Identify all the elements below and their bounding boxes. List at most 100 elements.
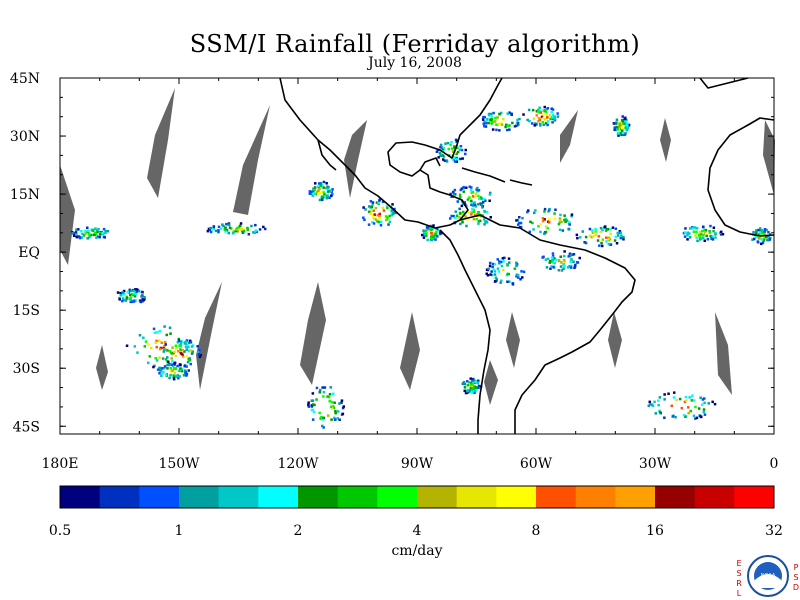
rain-pixel: [531, 108, 535, 112]
rain-pixel: [542, 116, 545, 120]
rain-pixel: [707, 402, 710, 405]
rain-pixel: [474, 205, 477, 208]
rain-pixel: [75, 233, 78, 236]
rain-pixel: [559, 265, 563, 268]
rain-pixel: [121, 291, 124, 294]
rainfall-areas: [71, 105, 772, 429]
colorbar-swatch: [377, 486, 418, 508]
rain-pixel: [338, 418, 341, 421]
rain-pixel: [376, 220, 379, 223]
rain-pixel: [551, 252, 555, 255]
rain-pixel: [319, 184, 322, 187]
rain-pixel: [313, 192, 316, 195]
rain-pixel: [576, 261, 580, 264]
rain-pixel: [699, 233, 703, 236]
colorbar-tick-label: 1: [175, 523, 184, 539]
rain-pixel: [493, 280, 497, 283]
rain-pixel: [122, 289, 126, 293]
rain-pixel: [680, 406, 684, 410]
colorbar-swatch: [218, 486, 259, 508]
rain-pixel: [693, 226, 696, 229]
rain-pixel: [180, 340, 184, 343]
rain-pixel: [566, 266, 570, 269]
rain-pixel: [503, 256, 506, 260]
rain-pixel: [319, 191, 322, 195]
rain-pixel: [558, 217, 562, 220]
rain-pixel: [322, 426, 325, 429]
rain-pixel: [459, 222, 462, 226]
rain-pixel: [179, 363, 182, 367]
rain-pixel: [186, 344, 189, 347]
rain-pixel: [155, 359, 159, 362]
rain-pixel: [435, 230, 438, 234]
rain-pixel: [534, 209, 537, 212]
rain-pixel: [326, 194, 329, 197]
rain-pixel: [663, 393, 666, 396]
rain-pixel: [710, 237, 713, 240]
rain-pixel: [129, 293, 132, 297]
rain-pixel: [492, 262, 495, 266]
rain-pixel: [440, 146, 443, 150]
rain-pixel: [554, 208, 557, 211]
rain-pixel: [533, 211, 536, 215]
rain-pixel: [593, 231, 596, 234]
rain-pixel: [648, 400, 651, 404]
rain-pixel: [341, 406, 345, 410]
rain-pixel: [563, 250, 566, 253]
rain-pixel: [320, 416, 323, 419]
rain-pixel: [469, 377, 472, 380]
rain-pixel: [166, 349, 169, 352]
rain-pixel: [611, 226, 615, 229]
rain-pixel: [709, 224, 712, 228]
colorbar-swatch: [258, 486, 299, 508]
rain-pixel: [471, 207, 474, 211]
rain-pixel: [77, 228, 80, 231]
rain-pixel: [493, 120, 497, 123]
colorbar-swatch: [655, 486, 696, 508]
rain-pixel: [129, 299, 132, 302]
rain-pixel: [197, 352, 201, 356]
rain-pixel: [702, 225, 705, 228]
rain-pixel: [573, 265, 577, 268]
rain-pixel: [468, 389, 471, 392]
rain-pixel: [325, 196, 329, 200]
swath: [400, 312, 420, 390]
rain-pixel: [329, 405, 333, 409]
rain-pixel: [528, 230, 531, 234]
rain-pixel: [567, 220, 571, 224]
rain-pixel: [563, 214, 566, 217]
rain-pixel: [164, 373, 168, 377]
rain-pixel: [459, 145, 463, 148]
rain-pixel: [695, 236, 698, 239]
rain-pixel: [623, 117, 627, 121]
rain-pixel: [588, 234, 592, 238]
rain-pixel: [499, 281, 502, 284]
rain-pixel: [517, 276, 520, 279]
rain-pixel: [386, 216, 389, 219]
rain-pixel: [450, 147, 454, 150]
rain-pixel: [474, 192, 477, 195]
rain-pixel: [126, 290, 130, 294]
rain-pixel: [177, 337, 181, 341]
rain-pixel: [465, 224, 468, 228]
rain-pixel: [476, 186, 479, 190]
rain-pixel: [532, 228, 535, 231]
rain-pixel: [687, 411, 690, 415]
rain-pixel: [206, 229, 210, 233]
rain-pixel: [686, 238, 689, 241]
rain-pixel: [378, 220, 381, 224]
rain-pixel: [545, 225, 548, 228]
rain-pixel: [482, 218, 486, 221]
rain-pixel: [80, 230, 83, 233]
rain-pixel: [318, 182, 321, 185]
rain-pixel: [454, 216, 457, 220]
rain-pixel: [505, 128, 509, 132]
rain-pixel: [374, 218, 378, 221]
rain-pixel: [687, 406, 690, 409]
rain-pixel: [473, 214, 477, 217]
rain-pixel: [653, 400, 656, 404]
rain-pixel: [178, 369, 181, 373]
rain-pixel: [378, 215, 381, 218]
rain-pixel: [501, 257, 505, 260]
colorbar-swatch: [99, 486, 140, 508]
